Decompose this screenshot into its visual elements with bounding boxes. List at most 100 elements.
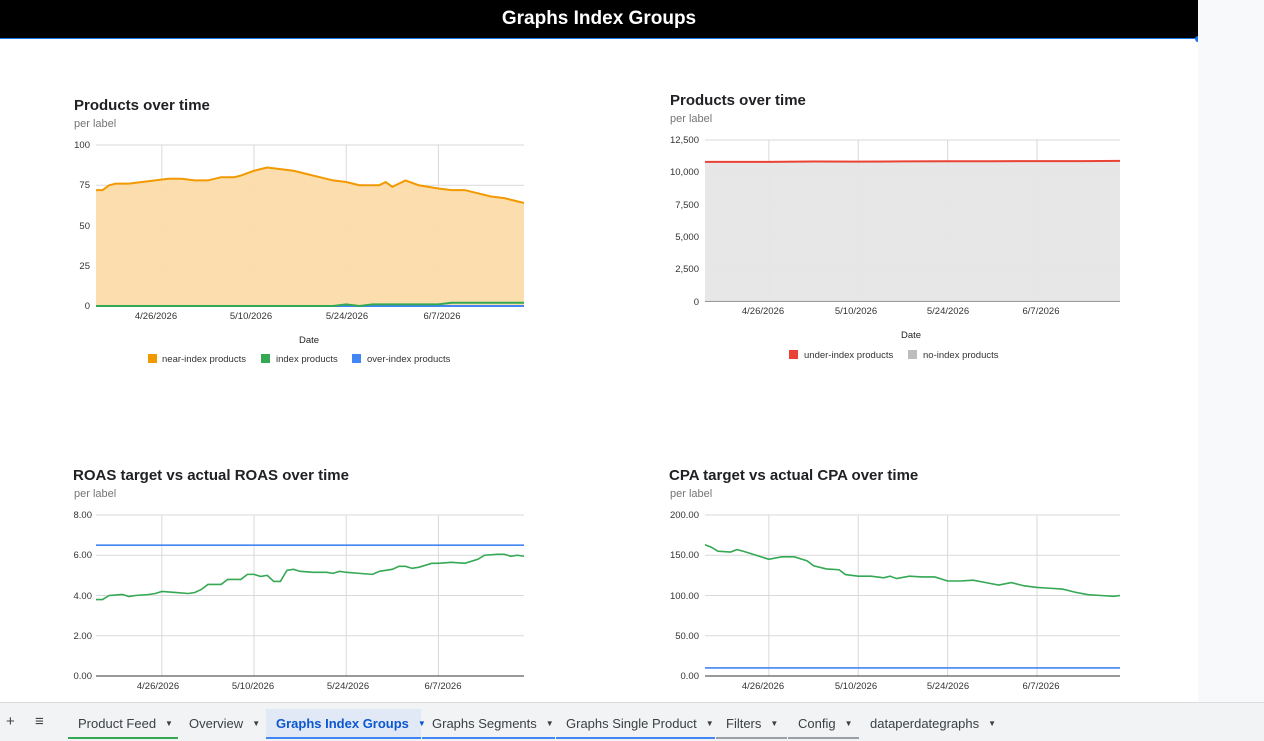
- chevron-down-icon[interactable]: ▼: [545, 718, 554, 728]
- y-tick-label: 0.00: [681, 671, 700, 682]
- tab-label: dataperdategraphs: [870, 715, 980, 731]
- legend: under-index products no-index products: [789, 350, 999, 361]
- x-tick-label: 4/26/2026: [742, 681, 784, 692]
- chart-title: ROAS target vs actual ROAS over time: [73, 467, 349, 484]
- tab-label: Graphs Single Product: [566, 715, 697, 731]
- series-line-actual-CPA: [704, 544, 1121, 598]
- tab-filters[interactable]: Filters ▼: [716, 709, 787, 739]
- x-tick-label: 5/10/2026: [835, 681, 877, 692]
- x-axis-ticks: 4/26/2026 5/10/2026 5/24/2026 6/7/2026: [135, 311, 461, 322]
- y-tick-label: 0: [85, 301, 90, 312]
- y-tick-label: 2.00: [74, 631, 93, 642]
- chevron-down-icon[interactable]: ▼: [165, 718, 173, 728]
- y-tick-label: 8.00: [74, 510, 93, 521]
- tab-color-bar: [556, 737, 715, 739]
- tab-graphs-index-groups[interactable]: Graphs Index Groups ▼: [266, 709, 426, 739]
- y-tick-label: 25: [79, 261, 90, 272]
- tab-graphs-segments[interactable]: Graphs Segments ▼: [422, 709, 555, 739]
- tab-dataperdategraphs[interactable]: dataperdategraphs ▼: [860, 709, 1006, 737]
- sheet-tab-bar: + ≡ Product Feed ▼ Overview ▼ Graphs Index…: [0, 702, 1264, 741]
- chevron-down-icon[interactable]: ▼: [988, 718, 997, 728]
- series-line-under-index-products: [705, 159, 1121, 163]
- legend-label: index products: [276, 354, 338, 365]
- page-title: Graphs Index Groups: [501, 8, 697, 29]
- chart-roas-over-time[interactable]: ROAS target vs actual ROAS over time per…: [62, 460, 542, 700]
- tab-overview[interactable]: Overview ▼: [179, 709, 267, 737]
- tab-color-bar: [266, 737, 421, 739]
- legend-swatch: [148, 354, 157, 363]
- sheet-grid[interactable]: Graphs Index Groups Products over time p…: [0, 0, 1198, 700]
- chart-svg: 12,500 10,000 7,500 5,000 2,500 0 4/26/2…: [670, 135, 1121, 361]
- chart-subtitle: per label: [74, 118, 117, 130]
- y-axis-ticks: 100 75 50 25 0: [74, 140, 90, 312]
- x-tick-label: 6/7/2026: [424, 311, 461, 322]
- y-tick-label: 12,500: [670, 135, 699, 146]
- x-tick-label: 5/10/2026: [835, 306, 877, 317]
- y-tick-label: 10,000: [670, 167, 699, 178]
- tab-color-bar: [68, 737, 178, 739]
- y-tick-label: 50: [79, 221, 90, 232]
- chart-svg: 8.00 6.00 4.00 2.00 0.00 4/26/2026 5/10/…: [74, 510, 525, 692]
- title-banner[interactable]: Graphs Index Groups: [0, 0, 1198, 39]
- chart-products-over-time-1[interactable]: Products over time per label 100 75 50 2…: [62, 90, 542, 380]
- y-tick-label: 100: [74, 140, 90, 151]
- x-tick-label: 6/7/2026: [1023, 681, 1060, 692]
- tab-graphs-single-product[interactable]: Graphs Single Product ▼: [556, 709, 715, 739]
- selection-handle[interactable]: [1195, 36, 1198, 42]
- y-axis-ticks: 12,500 10,000 7,500 5,000 2,500 0: [670, 135, 699, 308]
- area-fill-no-index-products: [705, 160, 1120, 301]
- chevron-down-icon[interactable]: ▼: [844, 718, 853, 728]
- y-tick-label: 6.00: [74, 550, 93, 561]
- tab-color-bar: [422, 737, 555, 739]
- y-axis-ticks: 8.00 6.00 4.00 2.00 0.00: [74, 510, 93, 682]
- x-tick-label: 6/7/2026: [425, 681, 462, 692]
- x-axis-ticks: 4/26/2026 5/10/2026 5/24/2026 6/7/2026: [742, 306, 1060, 317]
- chart-cpa-over-time[interactable]: CPA target vs actual CPA over time per l…: [658, 460, 1138, 700]
- x-tick-label: 6/7/2026: [1023, 306, 1060, 317]
- chart-svg: 100 75 50 25 0 4/26/2026 5/10/2026 5/24/…: [74, 140, 525, 365]
- series-line-index-products: [96, 301, 524, 308]
- chart-products-over-time-2[interactable]: Products over time per label 12,500 10,0…: [658, 85, 1138, 375]
- legend-label: near-index products: [162, 354, 246, 365]
- legend-swatch: [908, 350, 917, 359]
- x-tick-label: 5/10/2026: [230, 311, 272, 322]
- chart-title: Products over time: [74, 97, 210, 114]
- x-tick-label: 4/26/2026: [137, 681, 179, 692]
- tab-config[interactable]: Config ▼: [788, 709, 859, 739]
- legend-swatch: [261, 354, 270, 363]
- chevron-down-icon[interactable]: ▼: [705, 718, 714, 728]
- x-axis-ticks: 4/26/2026 5/10/2026 5/24/2026 6/7/2026: [137, 681, 462, 692]
- tab-product-feed[interactable]: Product Feed ▼: [68, 709, 178, 739]
- y-tick-label: 0.00: [74, 671, 93, 682]
- chart-svg: 200.00 150.00 100.00 50.00 0.00 4/26/202…: [670, 510, 1121, 692]
- right-margin: [1198, 0, 1264, 702]
- chart-subtitle: per label: [670, 113, 713, 125]
- y-tick-label: 5,000: [675, 232, 699, 243]
- tab-label: Product Feed: [78, 715, 157, 731]
- plot-area: [96, 144, 525, 308]
- legend: near-index products index products over-…: [148, 354, 451, 365]
- y-tick-label: 2,500: [675, 264, 699, 275]
- chevron-down-icon[interactable]: ▼: [770, 718, 779, 728]
- x-axis-ticks: 4/26/2026 5/10/2026 5/24/2026 6/7/2026: [742, 681, 1060, 692]
- tab-label: Config: [798, 715, 836, 731]
- tab-color-bar: [788, 737, 859, 739]
- chart-subtitle: per label: [74, 488, 117, 500]
- legend-label: no-index products: [923, 350, 999, 361]
- y-tick-label: 0: [694, 297, 699, 308]
- add-sheet-icon[interactable]: +: [6, 713, 15, 730]
- y-tick-label: 75: [79, 180, 90, 191]
- x-tick-label: 5/24/2026: [327, 681, 369, 692]
- chart-subtitle: per label: [670, 488, 713, 500]
- legend-swatch: [352, 354, 361, 363]
- legend-label: over-index products: [367, 354, 451, 365]
- chart-title: Products over time: [670, 92, 806, 109]
- plot-area: [96, 514, 525, 677]
- legend-label: under-index products: [804, 350, 893, 361]
- chevron-down-icon[interactable]: ▼: [252, 718, 261, 728]
- tab-color-bar: [716, 737, 787, 739]
- all-sheets-menu-icon[interactable]: ≡: [35, 713, 44, 730]
- x-axis-title: Date: [299, 335, 319, 346]
- chevron-down-icon[interactable]: ▼: [417, 718, 426, 728]
- tab-label: Overview: [189, 715, 244, 731]
